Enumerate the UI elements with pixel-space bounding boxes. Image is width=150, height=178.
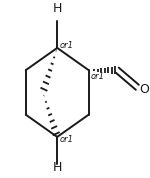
Text: or1: or1 [60,135,74,144]
Text: or1: or1 [90,72,104,81]
Text: H: H [52,161,62,174]
Text: or1: or1 [60,41,74,50]
Text: H: H [52,2,62,15]
Text: O: O [140,83,149,96]
